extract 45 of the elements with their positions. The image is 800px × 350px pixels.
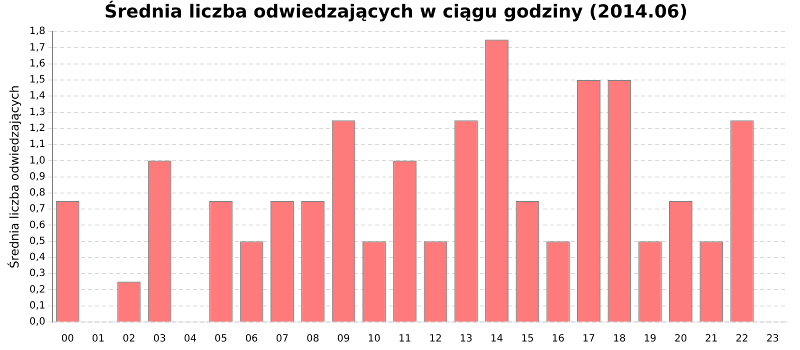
y-tick-label: 1,8	[29, 26, 46, 38]
x-tick-label: 20	[674, 334, 688, 345]
x-tick-label: 04	[184, 334, 197, 345]
x-tick-label: 09	[337, 334, 350, 345]
x-tick-label: 06	[245, 334, 258, 345]
x-tick-label: 16	[552, 334, 564, 345]
y-tick-label: 0,0	[29, 316, 46, 328]
x-tick-label: 23	[766, 334, 780, 345]
y-tick-label: 1,1	[29, 139, 46, 150]
x-tick-label: 08	[306, 334, 320, 345]
x-tick-label: 19	[644, 334, 656, 345]
y-tick-label: 1,5	[29, 74, 46, 86]
x-tick-label: 02	[122, 334, 136, 345]
x-tick-label: 03	[153, 334, 166, 345]
y-tick-label: 1,3	[29, 106, 46, 118]
y-axis-title: Średnia liczba odwiedzających	[6, 85, 22, 268]
y-tick-label: 1,4	[29, 90, 46, 102]
x-tick-label: 17	[582, 334, 596, 345]
y-tick-label: 0,2	[29, 284, 46, 296]
y-tick-label: 0,6	[29, 220, 46, 231]
x-tick-label: 15	[521, 334, 534, 345]
x-tick-label: 00	[61, 334, 74, 345]
y-tick-label: 0,3	[29, 268, 46, 280]
y-tick-label: 1,6	[29, 58, 46, 70]
y-tick-label: 0,7	[29, 204, 46, 215]
y-tick-label: 0,8	[29, 188, 46, 199]
x-tick-label: 07	[276, 334, 289, 345]
y-tick-label: 0,4	[29, 252, 46, 264]
x-tick-label: 18	[613, 334, 626, 345]
y-tick-label: 1,7	[29, 42, 46, 54]
x-tick-label: 22	[736, 334, 748, 345]
x-tick-label: 12	[429, 334, 442, 345]
chart-title: Średnia liczba odwiedzających w ciągu godziny (2014.06)	[104, 0, 688, 22]
x-tick-label: 05	[214, 334, 228, 345]
x-tick-label: 11	[398, 334, 412, 345]
y-tick-label: 0,9	[29, 171, 46, 182]
y-tick-label: 1,0	[29, 155, 46, 166]
x-tick-label: 10	[368, 334, 381, 345]
y-tick-label: 1,2	[29, 122, 46, 134]
x-tick-label: 14	[490, 334, 504, 345]
y-tick-label: 0,1	[29, 300, 46, 312]
y-tick-label: 0,5	[29, 236, 46, 247]
x-tick-label: 13	[460, 334, 472, 345]
x-tick-label: 01	[92, 334, 105, 345]
x-tick-label: 21	[705, 334, 718, 345]
